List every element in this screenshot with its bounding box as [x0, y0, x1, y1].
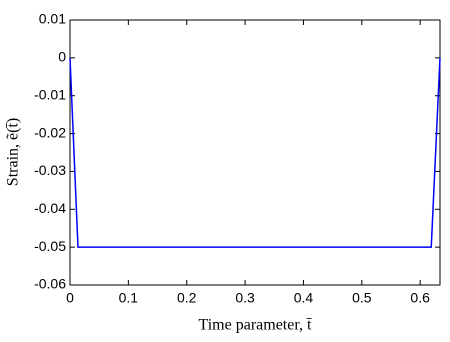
y-tick-label: -0.03: [34, 162, 66, 178]
y-tick-label: -0.02: [34, 124, 66, 140]
x-tick-label: 0.4: [294, 290, 314, 306]
x-tick-label: 0.3: [235, 290, 255, 306]
y-axis-label: Strain, ẽ(t̄): [5, 118, 22, 186]
line: [69, 57, 441, 248]
y-tick-label: 0: [58, 49, 66, 65]
x-tick-label: 0.6: [410, 290, 430, 306]
y-tick-label: -0.01: [34, 86, 66, 102]
x-tick-label: 0.2: [177, 290, 197, 306]
x-axis-label: Time parameter, t̄: [199, 317, 313, 334]
y-tick-label: -0.06: [34, 276, 66, 292]
x-tick-label: 0.1: [119, 290, 139, 306]
y-tick-label: -0.05: [34, 238, 66, 254]
x-tick-label: 0.5: [352, 290, 372, 306]
y-tick-label: 0.01: [39, 11, 66, 27]
y-tick-label: -0.04: [34, 200, 66, 216]
plot-frame: [69, 19, 441, 286]
x-tick-label: 0: [66, 290, 74, 306]
